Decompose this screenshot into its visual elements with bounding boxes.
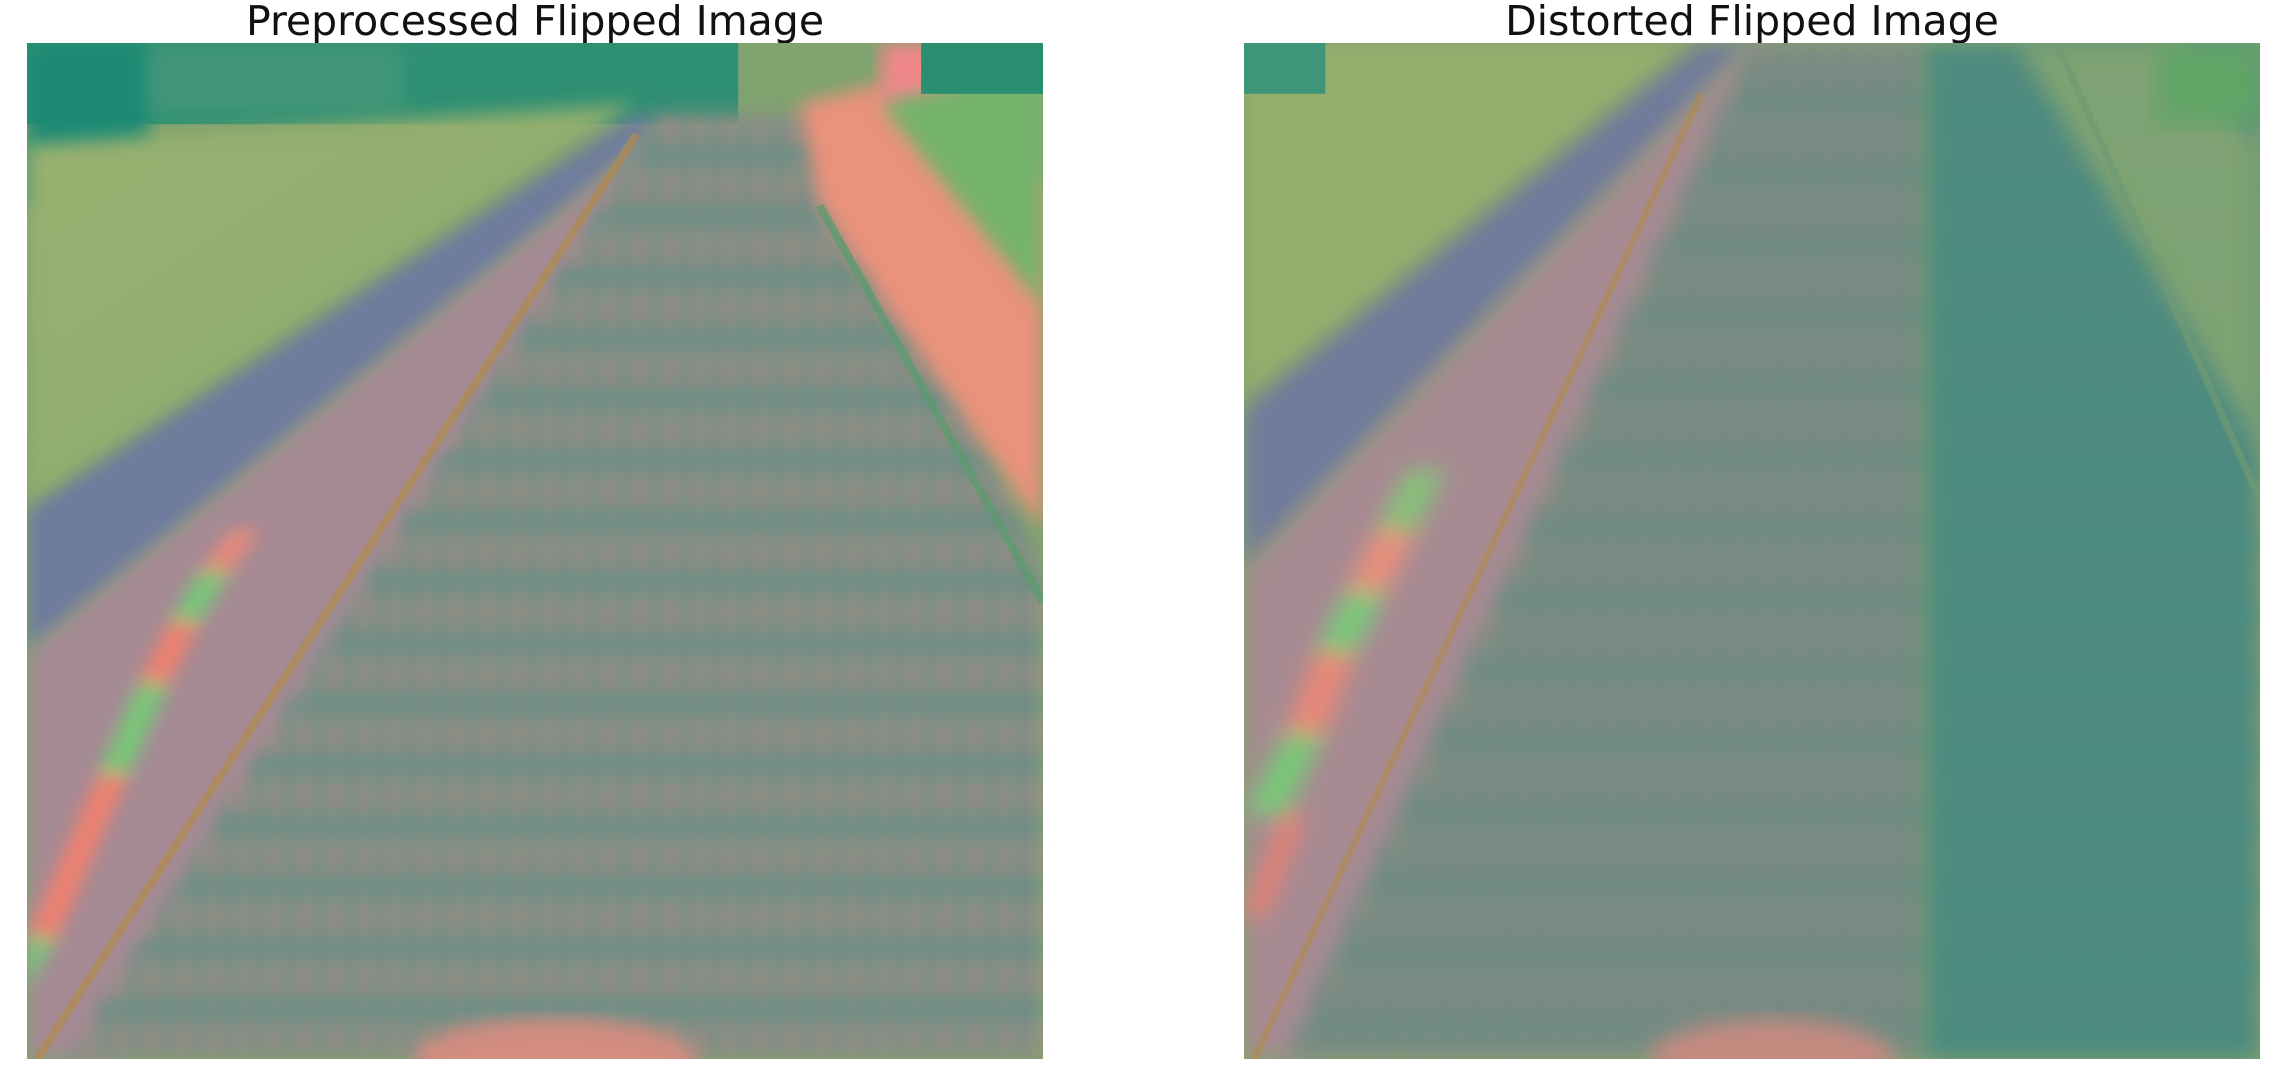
distorted-panel: Distorted Flipped Image	[1244, 0, 2260, 1082]
panel-title-preprocessed: Preprocessed Flipped Image	[245, 0, 825, 45]
distorted-flipped-image	[1244, 43, 2260, 1059]
panel-title-distorted: Distorted Flipped Image	[1505, 0, 1999, 45]
preprocessed-panel: Preprocessed Flipped Image	[27, 0, 1043, 1082]
preprocessed-flipped-image	[27, 43, 1043, 1059]
